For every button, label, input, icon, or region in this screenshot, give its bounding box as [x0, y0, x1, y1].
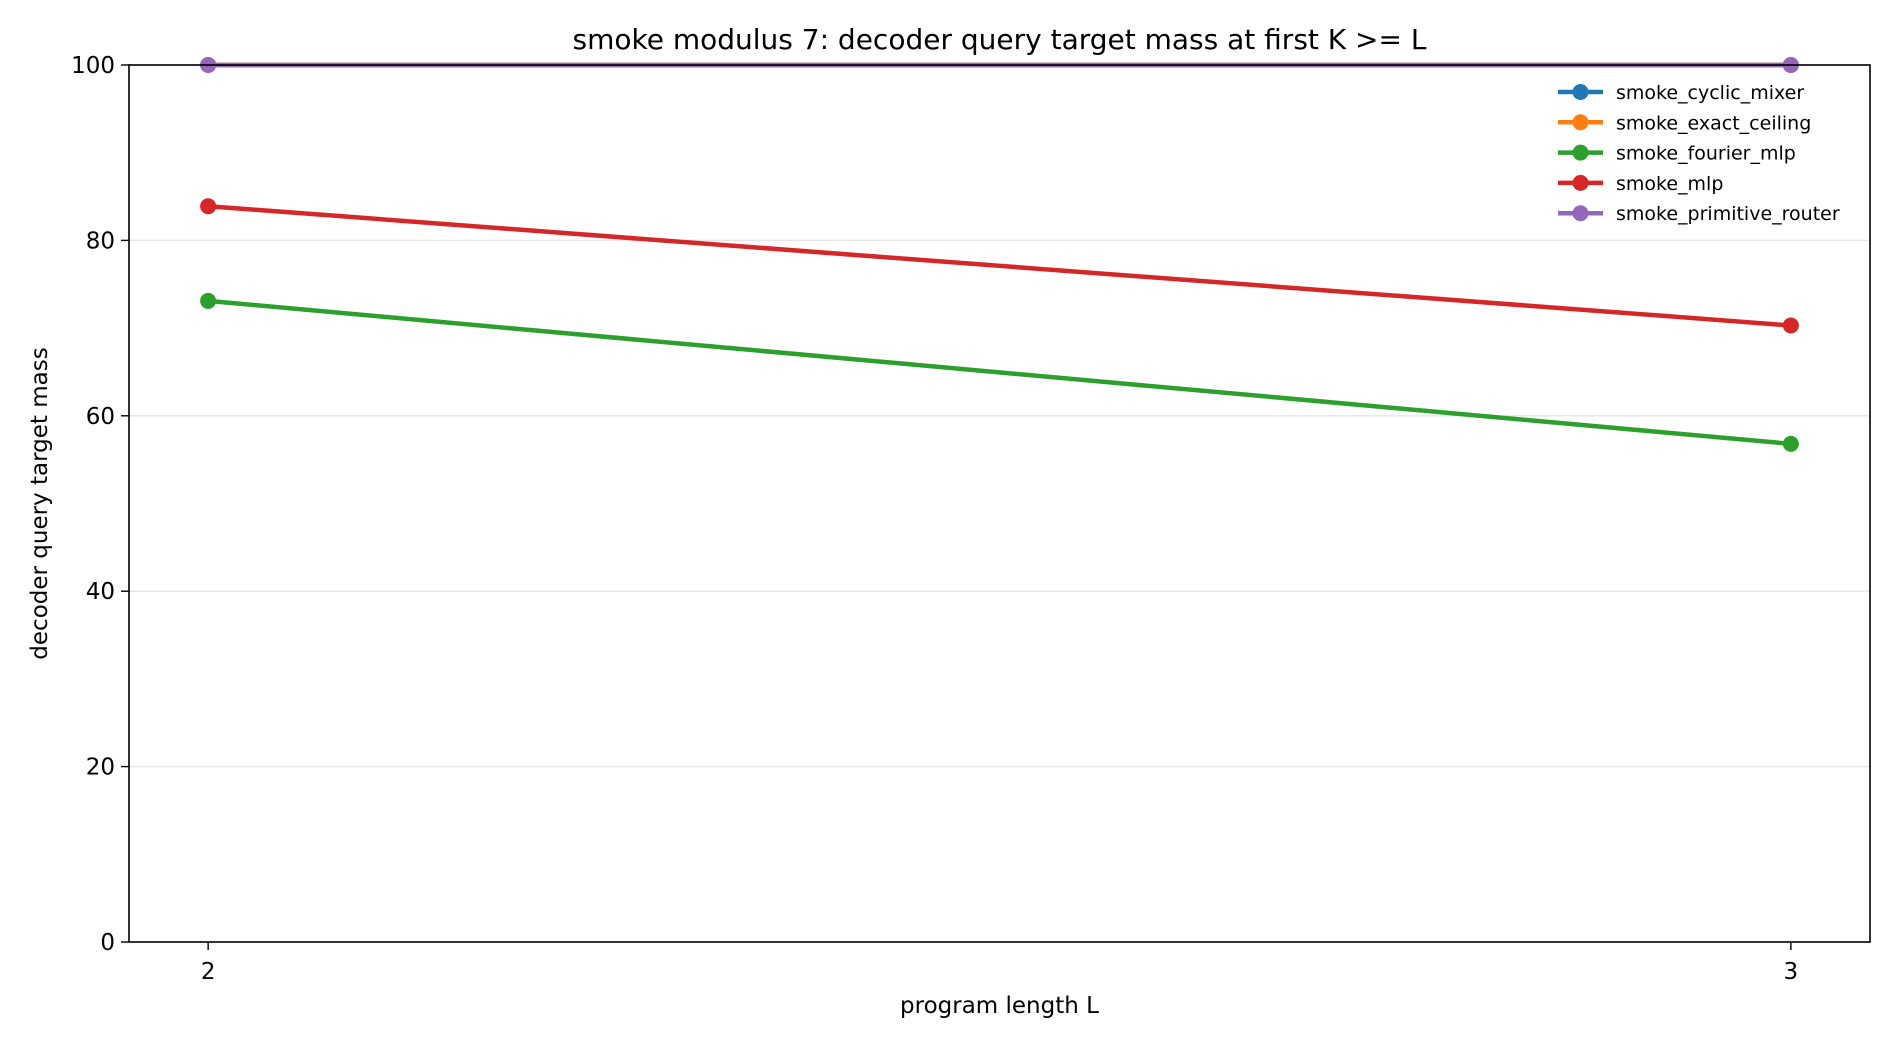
legend-swatch-marker	[1572, 114, 1589, 131]
x-axis-label: program length L	[900, 993, 1099, 1019]
series-smoke_fourier_mlp	[200, 292, 1799, 452]
series-layer	[200, 57, 1799, 452]
y-tick-label: 100	[71, 53, 115, 79]
legend-swatch-marker	[1572, 205, 1589, 222]
y-tick-label: 60	[86, 404, 115, 430]
legend-label: smoke_mlp	[1616, 173, 1723, 195]
legend-label: smoke_cyclic_mixer	[1616, 82, 1804, 104]
y-tick-label: 0	[100, 930, 115, 956]
legend-label: smoke_fourier_mlp	[1616, 143, 1796, 165]
y-axis-label: decoder query target mass	[27, 347, 53, 659]
x-tick-label: 2	[201, 959, 216, 985]
legend-label: smoke_exact_ceiling	[1616, 112, 1811, 134]
plot-frame	[128, 64, 1871, 943]
series-line	[207, 203, 1792, 328]
y-tick-label: 40	[86, 579, 115, 605]
series-smoke_mlp	[200, 198, 1799, 334]
x-tick-label: 3	[1784, 959, 1799, 985]
legend-swatch-marker	[1572, 144, 1589, 161]
legend-swatch-marker	[1572, 174, 1589, 191]
legend: smoke_cyclic_mixer smoke_exact_ceilingsmo…	[1558, 82, 1840, 225]
y-axis-ticks: 0 20 40 60 80 100	[71, 53, 129, 956]
data-point	[200, 198, 217, 215]
chart-title: smoke modulus 7: decoder query target ma…	[573, 23, 1427, 56]
legend-swatch-marker	[1572, 84, 1589, 100]
grid-lines	[129, 239, 1870, 768]
legend-item: smoke_primitive_router	[1558, 203, 1840, 225]
data-point	[1782, 317, 1799, 334]
data-point	[200, 292, 217, 309]
legend-item: smoke_mlp	[1558, 173, 1723, 195]
y-tick-label: 80	[86, 228, 115, 254]
legend-item: smoke_exact_ceiling	[1558, 112, 1811, 134]
legend-label: smoke_primitive_router	[1616, 203, 1840, 225]
y-tick-label: 20	[86, 755, 115, 781]
series-line	[207, 298, 1792, 447]
legend-item: smoke_cyclic_mixer	[1558, 82, 1804, 104]
legend-item: smoke_fourier_mlp	[1558, 143, 1796, 165]
data-point	[1782, 435, 1799, 452]
